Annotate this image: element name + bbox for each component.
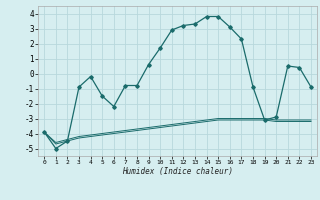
X-axis label: Humidex (Indice chaleur): Humidex (Indice chaleur)	[122, 167, 233, 176]
